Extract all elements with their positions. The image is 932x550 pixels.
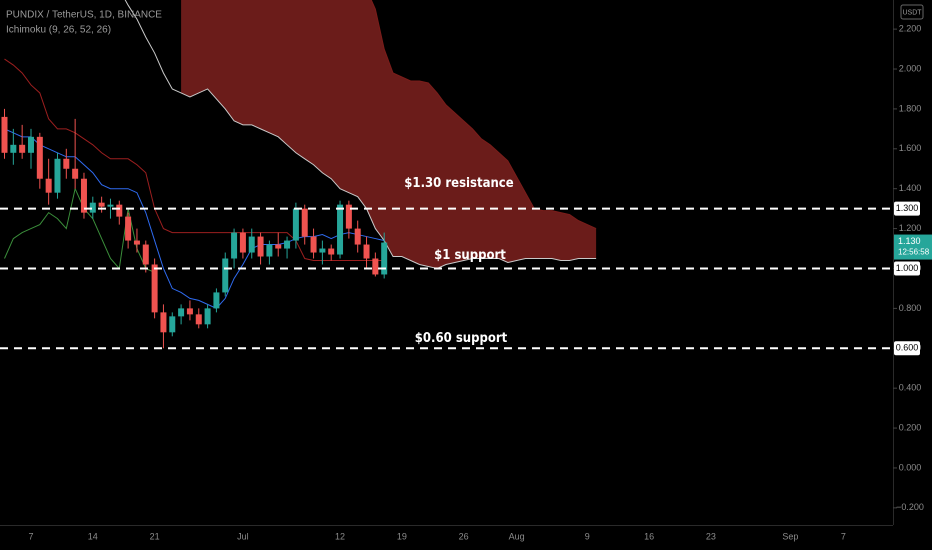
candle-body	[292, 208, 299, 241]
candle-body	[19, 144, 26, 153]
candle-body	[72, 168, 79, 179]
x-tick-label: Jul	[237, 531, 249, 541]
level-price-box	[894, 341, 920, 356]
candle-body	[63, 158, 70, 169]
level-price-box	[894, 261, 920, 276]
candle-body	[116, 204, 123, 217]
candle-body	[10, 144, 17, 153]
candle-body	[54, 158, 61, 193]
candle-body	[266, 244, 273, 257]
level-price-label: 1.300	[896, 203, 919, 213]
candle-body	[345, 204, 352, 229]
ichimoku-cloud	[181, 0, 597, 269]
y-tick-label: 0.400	[899, 383, 922, 393]
indicator-line	[370, 0, 597, 230]
y-tick-label: 1.400	[899, 183, 922, 193]
candle-body	[231, 232, 238, 259]
candle-body	[381, 242, 388, 275]
candle-body	[160, 312, 167, 333]
y-tick-label: 2.000	[899, 63, 922, 73]
candle-body	[257, 236, 264, 257]
candle-body	[328, 248, 335, 255]
level-price-box	[894, 201, 920, 216]
x-tick-label: Aug	[509, 531, 525, 541]
x-tick-label: 26	[459, 531, 469, 541]
candle-body	[80, 178, 87, 213]
y-tick-label: 1.800	[899, 103, 922, 113]
candle-body	[248, 236, 255, 253]
candle-body	[372, 258, 379, 275]
candle-body	[186, 308, 193, 315]
currency-box	[900, 4, 924, 20]
x-tick-label: 9	[585, 531, 590, 541]
candle-body	[337, 204, 344, 255]
level-price-label: 0.600	[896, 343, 919, 353]
indicator-line	[4, 128, 385, 309]
candle-body	[275, 244, 282, 249]
candle-body	[195, 314, 202, 325]
candle-body	[222, 258, 229, 293]
indicator-line	[4, 58, 385, 262]
x-tick-label: 19	[397, 531, 407, 541]
candle-body	[125, 216, 132, 241]
x-tick-label: 7	[841, 531, 846, 541]
candle-body	[169, 316, 176, 333]
current-price-box	[894, 234, 932, 260]
level-annotation: $1.30 resistance	[404, 176, 513, 191]
candle-body	[107, 204, 114, 207]
candle-body	[27, 136, 34, 153]
y-tick-label: 0.000	[899, 462, 922, 472]
y-tick-label: 2.200	[899, 23, 922, 33]
level-annotation: $1 support	[434, 248, 506, 263]
y-tick-label: 0.800	[899, 303, 922, 313]
currency: USDT	[902, 9, 922, 16]
level-price-label: 1.000	[896, 263, 919, 273]
x-tick-label: 14	[88, 531, 98, 541]
candle-body	[1, 116, 8, 153]
y-tick-label: 1.200	[899, 223, 922, 233]
candle-body	[284, 240, 291, 249]
candle-body	[204, 308, 211, 325]
candle-body	[319, 248, 326, 253]
indicator-line	[124, 0, 597, 270]
level-annotation: $0.60 support	[415, 331, 508, 346]
candle-body	[213, 292, 220, 309]
x-tick-label: Sep	[782, 531, 798, 541]
candle-body	[310, 236, 317, 253]
x-tick-label: 7	[28, 531, 33, 541]
candle-body	[142, 244, 149, 265]
plot-area	[1, 0, 597, 349]
candle-body	[89, 202, 96, 213]
y-tick-label: 0.200	[899, 422, 922, 432]
candle-body	[98, 202, 105, 207]
candle-body	[178, 308, 185, 317]
candle-body	[151, 264, 158, 313]
x-tick-label: 23	[706, 531, 716, 541]
x-tick-label: 21	[150, 531, 160, 541]
x-tick-label: 12	[335, 531, 345, 541]
y-tick-label: 1.600	[899, 143, 922, 153]
chart-title: PUNDIX / TetherUS, 1D, BINANCE	[6, 10, 162, 21]
indicator-label: Ichimoku (9, 26, 52, 26)	[6, 25, 111, 36]
candle-body	[239, 232, 246, 253]
candle-body	[363, 244, 370, 259]
indicator-line	[4, 187, 155, 273]
candle-body	[354, 228, 361, 245]
candle-body	[36, 136, 43, 179]
candle-body	[45, 178, 52, 193]
candle-body	[301, 208, 308, 237]
candle-body	[133, 240, 140, 245]
countdown-label: 12:56:58	[898, 248, 930, 257]
current-price-label: 1.130	[898, 236, 921, 246]
x-tick-label: 16	[644, 531, 654, 541]
y-tick-label: −0.200	[896, 502, 924, 512]
